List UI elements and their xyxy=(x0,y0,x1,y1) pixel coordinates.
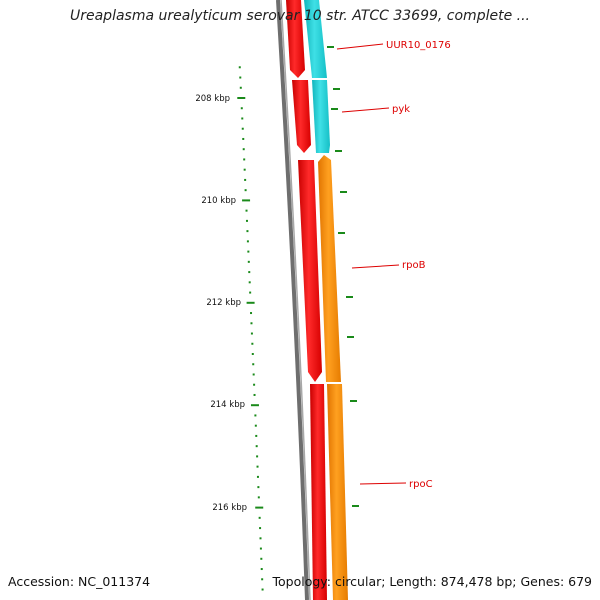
gene-label[interactable]: rpoB xyxy=(402,260,426,271)
gene-labels: UUR10_0176 pyk rpoB rpoC xyxy=(386,40,451,490)
gene-rpoC[interactable] xyxy=(327,384,348,600)
ruler-label: 210 kbp xyxy=(201,196,236,206)
gene-UUR10_0176[interactable] xyxy=(304,0,327,78)
gene-leaders xyxy=(336,43,407,485)
gene-rpoB[interactable] xyxy=(318,155,341,382)
ruler-label: 214 kbp xyxy=(210,400,245,410)
gene-red-1[interactable] xyxy=(286,0,305,78)
ruler-minor-ticks xyxy=(238,46,359,591)
genome-backbone xyxy=(276,0,309,600)
gene-pyk[interactable] xyxy=(312,80,330,153)
forward-strand-track-cyan xyxy=(304,0,330,153)
ruler-label: 212 kbp xyxy=(206,298,241,308)
ruler-label: 208 kbp xyxy=(195,94,230,104)
gene-red-4[interactable] xyxy=(310,384,327,600)
ruler-label: 216 kbp xyxy=(212,503,247,513)
gene-label[interactable]: UUR10_0176 xyxy=(386,40,451,51)
forward-strand-track-orange xyxy=(318,155,348,600)
gene-red-3[interactable] xyxy=(298,160,322,382)
accession-text: Accession: NC_011374 xyxy=(8,574,151,589)
reverse-strand-track xyxy=(286,0,327,600)
gene-label[interactable]: rpoC xyxy=(409,479,433,490)
ruler-labels: 208 kbp 210 kbp 212 kbp 214 kbp 216 kbp xyxy=(195,94,247,513)
gene-label[interactable]: pyk xyxy=(392,104,410,115)
map-title: Ureaplasma urealyticum serovar 10 str. A… xyxy=(69,8,530,24)
ruler-major-ticks xyxy=(237,97,264,509)
genome-summary-text: Topology: circular; Length: 874,478 bp; … xyxy=(272,574,593,589)
gene-red-2[interactable] xyxy=(292,80,311,153)
